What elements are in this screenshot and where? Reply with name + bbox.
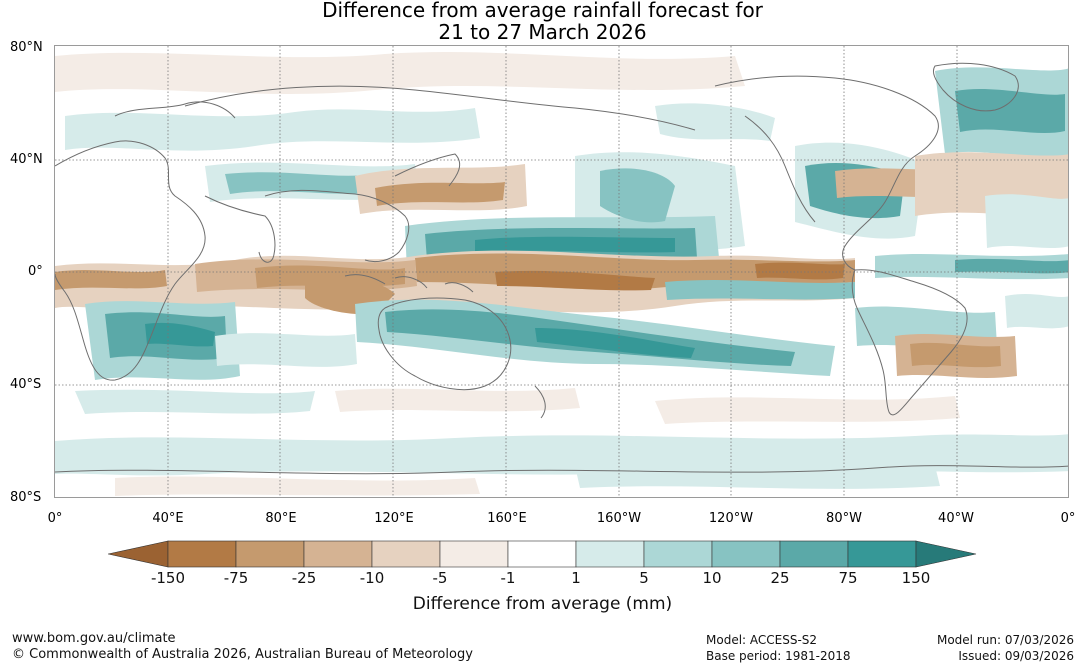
colorbar-tick-label: 10 xyxy=(702,569,722,587)
map-canvas xyxy=(55,46,1068,497)
colorbar-segment xyxy=(303,540,373,568)
website-link[interactable]: www.bom.gov.au/climate xyxy=(12,631,176,646)
colorbar-segment xyxy=(575,540,645,568)
anomaly-region xyxy=(755,262,845,280)
anomaly-region xyxy=(215,333,357,367)
anomaly-region xyxy=(535,328,695,358)
map-title-line-2: 21 to 27 March 2026 xyxy=(438,20,647,44)
colorbar-segment xyxy=(235,540,305,568)
lon-label-0-left: 0° xyxy=(47,511,63,526)
colorbar-segment xyxy=(439,540,509,568)
lon-label-160e: 160°E xyxy=(487,511,527,526)
anomaly-region xyxy=(955,89,1065,134)
colorbar-tick-label: -75 xyxy=(223,569,249,587)
lat-label-80s: 80°S xyxy=(10,490,42,505)
anomaly-region xyxy=(1005,294,1068,329)
anomaly-region xyxy=(145,322,215,347)
colorbar-segment xyxy=(167,540,237,568)
model-run-date: Model run: 07/03/2026 xyxy=(936,633,1074,647)
anomaly-region xyxy=(75,389,315,414)
anomaly-region xyxy=(665,280,855,300)
anomaly-region xyxy=(985,194,1068,248)
colorbar-extend-low xyxy=(108,540,169,568)
anomaly-region xyxy=(55,270,167,290)
colorbar-tick-label: 150 xyxy=(901,569,931,587)
coastlines xyxy=(55,62,1068,475)
lon-label-0-right: 0° xyxy=(1060,511,1076,526)
lat-label-40s: 40°S xyxy=(10,377,42,392)
lon-label-80e: 80°E xyxy=(265,511,297,526)
colorbar-tick-label: 5 xyxy=(639,569,649,587)
colorbar-title: Difference from average (mm) xyxy=(412,594,673,614)
colorbar-segment xyxy=(371,540,441,568)
anomaly-region xyxy=(55,434,1068,476)
colorbar-segment xyxy=(779,540,849,568)
colorbar-tick-label: -10 xyxy=(359,569,385,587)
anomaly-region xyxy=(955,258,1068,274)
graticule xyxy=(55,46,1068,497)
lat-label-80n: 80°N xyxy=(10,40,43,55)
map-title-line-1: Difference from average rainfall forecas… xyxy=(322,0,763,22)
issued-date: Issued: 09/03/2026 xyxy=(958,649,1074,663)
anomaly-region xyxy=(910,342,1001,368)
anomaly-region xyxy=(655,396,960,424)
colorbar-tick-label: 75 xyxy=(838,569,858,587)
anomaly-region xyxy=(55,52,745,94)
anomaly-region xyxy=(475,236,675,253)
anomaly-region xyxy=(65,108,480,151)
lon-label-120w: 120°W xyxy=(708,511,754,526)
anomaly-region xyxy=(115,476,480,496)
lat-label-40n: 40°N xyxy=(10,152,43,167)
colorbar-segment xyxy=(643,540,713,568)
colorbar-tick-label: -1 xyxy=(500,569,516,587)
colorbar-tick-label: 25 xyxy=(770,569,790,587)
colorbar-tick-label: 1 xyxy=(571,569,581,587)
anomaly-region xyxy=(600,168,675,223)
colorbar-tick-label: -5 xyxy=(432,569,448,587)
anomaly-region xyxy=(375,182,505,206)
anomaly-region xyxy=(225,172,377,194)
lon-label-40w: 40°W xyxy=(938,511,974,526)
colorbar-segment xyxy=(711,540,781,568)
base-period: Base period: 1981-2018 xyxy=(706,649,851,663)
lon-label-120e: 120°E xyxy=(374,511,414,526)
anomaly-region xyxy=(655,103,775,141)
lon-label-80w: 80°W xyxy=(826,511,862,526)
lon-label-40e: 40°E xyxy=(152,511,184,526)
anomaly-region xyxy=(495,270,655,291)
colorbar-extend-high xyxy=(915,540,977,568)
lon-label-160w: 160°W xyxy=(596,511,642,526)
model-name: Model: ACCESS-S2 xyxy=(706,633,818,647)
lat-label-equator: 0° xyxy=(28,264,43,279)
colorbar-segment xyxy=(507,540,577,568)
colorbar-tick-label: -150 xyxy=(150,569,186,587)
colorbar-segment xyxy=(847,540,917,568)
anomaly-region xyxy=(335,388,580,412)
rainfall-anomaly-map xyxy=(54,45,1069,498)
colorbar xyxy=(108,540,977,568)
colorbar-tick-label: -25 xyxy=(291,569,317,587)
copyright-text: © Commonwealth of Australia 2026, Austra… xyxy=(12,647,473,662)
